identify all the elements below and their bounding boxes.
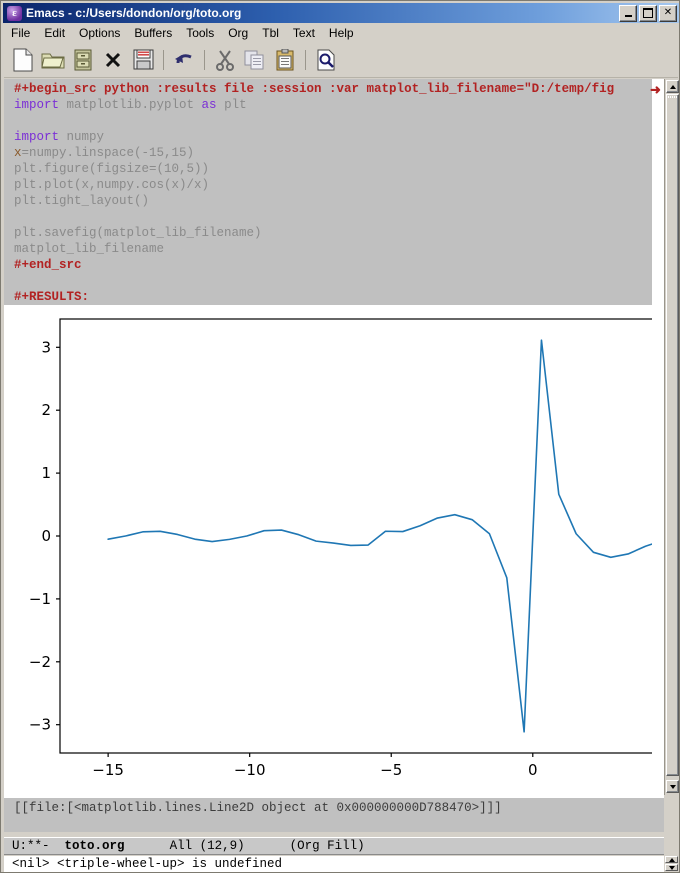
scroll-down-button[interactable] [666, 780, 679, 793]
save-floppy-icon[interactable] [128, 45, 158, 75]
svg-text:−5: −5 [380, 761, 402, 779]
svg-text:−15: −15 [92, 761, 124, 779]
down-arrow-icon [669, 784, 676, 789]
menu-item-tbl[interactable]: Tbl [262, 26, 279, 40]
thumb-grip [668, 96, 677, 98]
code-line [14, 273, 652, 289]
buffer-bottom-filler [4, 795, 664, 798]
svg-text:−1: −1 [29, 590, 51, 608]
code-line: plt.tight_layout() [14, 194, 150, 208]
code-line: x=numpy.linspace(-15,15) [14, 146, 195, 160]
code-line: import numpy [14, 130, 105, 144]
menu-item-tools[interactable]: Tools [186, 26, 215, 40]
mode-line: U:**- toto.org All (12,9) (Org Fill) [4, 837, 664, 855]
close-button[interactable]: ✕ [659, 4, 677, 22]
title-bar: ε Emacs - c:/Users/dondon/org/toto.org ✕ [3, 3, 679, 23]
scroll-thumb[interactable] [666, 94, 679, 776]
menu-item-file[interactable]: File [11, 26, 31, 40]
open-folder-icon[interactable] [38, 45, 68, 75]
menu-bar: File Edit Options Buffers Tools Org Tbl … [4, 24, 678, 42]
up-arrow-icon [668, 857, 675, 862]
tool-bar [4, 42, 678, 78]
y-axis-ticks: −3 −2 −1 0 1 2 3 [29, 338, 60, 734]
org-src-block[interactable]: #+begin_src python :results file :sessio… [4, 79, 652, 305]
minimize-button[interactable] [619, 4, 637, 22]
svg-text:3: 3 [41, 338, 51, 356]
code-line: #+begin_src python :results file :sessio… [14, 82, 615, 96]
toolbar-separator [163, 49, 164, 70]
cut-scissors-icon[interactable] [210, 45, 240, 75]
menu-item-text[interactable]: Text [292, 26, 315, 40]
svg-text:−3: −3 [29, 716, 51, 734]
echo-area-scrollbar[interactable] [664, 856, 679, 872]
mode-line-buffer-name[interactable]: toto.org [64, 839, 125, 853]
echo-area: <nil> <triple-wheel-up> is undefined [4, 856, 664, 872]
code-line: plt.figure(figsize=(10,5)) [14, 162, 210, 176]
copy-icon[interactable] [240, 45, 270, 75]
undo-arrow-icon[interactable] [169, 45, 199, 75]
emacs-icon: ε [7, 5, 22, 21]
code-line: matplot_lib_filename [14, 242, 165, 256]
window-title: Emacs - c:/Users/dondon/org/toto.org [26, 6, 242, 20]
code-line: plt.savefig(matplot_lib_filename) [14, 226, 262, 240]
svg-text:−2: −2 [29, 653, 51, 671]
close-buffer-icon[interactable] [98, 45, 128, 75]
mode-line-coding: U:**- [12, 839, 50, 853]
buffer-text-area[interactable]: #+begin_src python :results file :sessio… [4, 79, 664, 795]
toolbar-separator [204, 49, 205, 70]
up-arrow-icon [669, 84, 676, 89]
org-results-link[interactable]: [[file:[<matplotlib.lines.Line2D object … [4, 798, 664, 832]
axes-frame [59, 318, 652, 754]
down-arrow-icon [668, 865, 675, 870]
svg-text:0: 0 [528, 761, 538, 779]
menu-item-buffers[interactable]: Buffers [134, 26, 173, 40]
line-continuation-arrow-icon: ➜ [650, 82, 661, 97]
code-line: plt.plot(x,numpy.cos(x)/x) [14, 178, 210, 192]
toolbar-separator [305, 49, 306, 70]
svg-text:1: 1 [41, 464, 51, 482]
dired-cabinet-icon[interactable] [68, 45, 98, 75]
echo-scroll-up-button[interactable] [665, 856, 678, 863]
result-link-text[interactable]: [[file:[<matplotlib.lines.Line2D object … [14, 801, 502, 815]
svg-text:2: 2 [41, 401, 51, 419]
menu-item-org[interactable]: Org [228, 26, 249, 40]
code-line: import matplotlib.pyplot as plt [14, 98, 247, 112]
svg-text:0: 0 [41, 527, 51, 545]
data-line-cos-x-over-x [107, 339, 652, 733]
paste-clipboard-icon[interactable] [270, 45, 300, 75]
echo-scroll-down-button[interactable] [665, 864, 678, 871]
new-file-icon[interactable] [8, 45, 38, 75]
menu-item-edit[interactable]: Edit [44, 26, 66, 40]
search-magnifier-icon[interactable] [311, 45, 341, 75]
code-line [14, 113, 652, 129]
vertical-scrollbar[interactable] [664, 79, 679, 795]
code-line: #+RESULTS: [14, 290, 90, 304]
echo-message: <nil> <triple-wheel-up> is undefined [12, 857, 283, 871]
matplotlib-figure: −3 −2 −1 0 1 2 3 −15 −10 −5 0 [4, 307, 652, 795]
x-axis-ticks: −15 −10 −5 0 [92, 753, 538, 779]
menu-item-help[interactable]: Help [328, 26, 354, 40]
menu-item-options[interactable]: Options [79, 26, 121, 40]
mode-line-position: All (12,9) [169, 839, 245, 853]
mode-line-major-mode: (Org Fill) [289, 839, 365, 853]
svg-text:−10: −10 [234, 761, 266, 779]
maximize-button[interactable] [639, 4, 657, 22]
code-line [14, 209, 652, 225]
scroll-up-button[interactable] [666, 80, 679, 93]
code-line: #+end_src [14, 258, 82, 272]
